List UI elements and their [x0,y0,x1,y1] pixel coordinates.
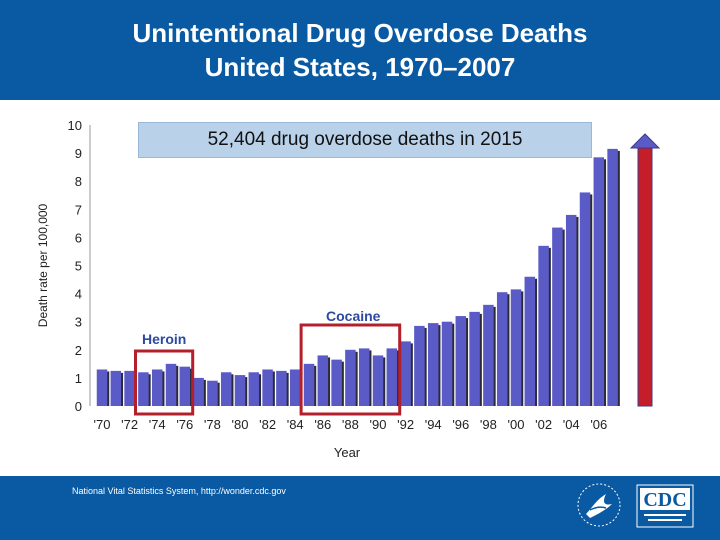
x-tick-label: '82 [259,417,276,432]
x-tick-label: '76 [176,417,193,432]
y-tick-label: 3 [75,315,82,330]
x-tick-label: '96 [452,417,469,432]
cdc-logo: CDC [636,484,694,528]
bar [234,375,246,406]
bar [510,289,522,406]
bar [372,355,384,406]
x-tick-label: '92 [397,417,414,432]
bar [579,192,591,406]
bar [345,349,356,406]
cdc-logo-text: CDC [643,489,686,511]
heroin-label: Heroin [142,331,187,347]
x-tick-label: '88 [342,417,359,432]
bar [303,363,315,406]
y-tick-label: 7 [75,202,82,217]
x-tick-label: '80 [232,417,249,432]
bar [179,366,191,406]
bar-chart: 0 1 2 3 4 5 6 7 8 9 10 Death rate per 100,000 '70 '72… [36,118,661,460]
hhs-eagle-icon [577,483,621,527]
bar [248,372,260,406]
bar [276,370,287,406]
y-tick-label: 10 [68,118,82,133]
x-tick-label: '72 [121,417,138,432]
x-tick-label: '86 [314,417,331,432]
bar [386,348,398,406]
y-tick-label: 1 [75,371,82,386]
y-tick-label: 6 [75,230,82,245]
y-tick-label: 4 [75,287,82,302]
cocaine-highlight-box [299,323,402,416]
bar [262,369,273,406]
x-tick-label: '06 [590,417,607,432]
x-tick-label: '94 [425,417,442,432]
y-axis-title: Death rate per 100,000 [36,203,50,327]
callout-box: 52,404 drug overdose deaths in 2015 [138,122,592,158]
x-tick-label: '90 [370,417,387,432]
x-axis-title: Year [334,445,361,460]
bar [483,304,494,406]
bar [400,341,411,406]
y-tick-label: 0 [75,399,82,414]
rising-trend-arrow [637,145,653,407]
bar [455,316,467,406]
x-tick-label: '74 [149,417,166,432]
bar [593,157,605,406]
title-banner: Unintentional Drug Overdose Deaths Unite… [0,0,720,100]
bar [414,325,425,406]
bar [138,372,149,406]
bar [524,276,536,406]
y-tick-label: 9 [75,146,82,161]
bar [441,321,453,406]
x-tick-label: '02 [535,417,552,432]
bar [124,370,135,406]
heroin-highlight-box [134,349,195,416]
bar [358,348,370,406]
footer-banner: National Vital Statistics System, http:/… [0,476,720,540]
bar [565,214,577,406]
x-tick-label: '84 [287,417,304,432]
bar [96,369,108,406]
arrow-head-icon [629,133,661,149]
y-tick-label: 2 [75,343,82,358]
bar [538,245,549,406]
bar [193,377,204,406]
bar [165,363,177,406]
cocaine-label: Cocaine [326,308,381,324]
x-tick-label: '04 [563,417,580,432]
x-tick-label: '00 [508,417,525,432]
y-tick-label: 5 [75,259,82,274]
bar [289,369,301,406]
bar [469,311,480,406]
bar [496,292,508,406]
bar [207,380,218,406]
source-note: National Vital Statistics System, http:/… [72,486,286,496]
page-title-line2: United States, 1970–2007 [204,52,516,82]
bar [317,355,329,406]
bar [427,323,439,406]
bar [151,369,163,406]
x-tick-label: '70 [94,417,111,432]
page-title-line1: Unintentional Drug Overdose Deaths [132,18,588,48]
y-tick-label: 8 [75,174,82,189]
bar [552,227,563,406]
bar [331,359,342,406]
x-tick-label: '98 [480,417,497,432]
bar [607,148,618,406]
bar [110,370,122,406]
bar [220,372,232,406]
x-tick-label: '78 [204,417,221,432]
